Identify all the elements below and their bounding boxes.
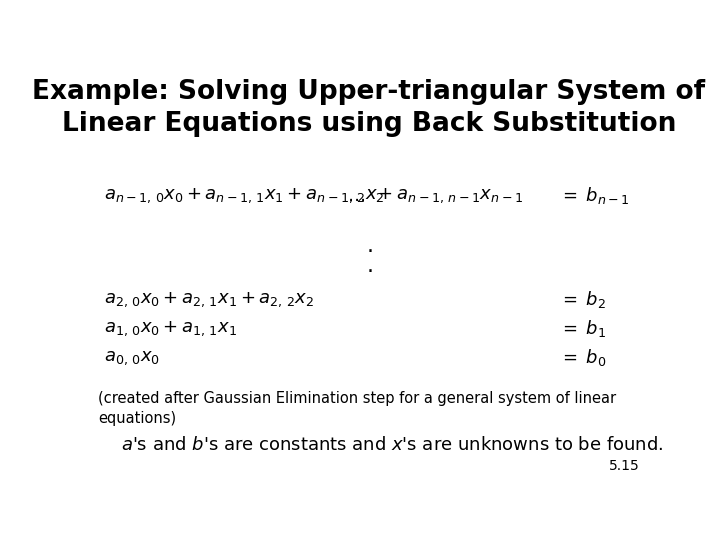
Text: 5.15: 5.15 xyxy=(609,459,639,473)
Text: Example: Solving Upper-triangular System of
Linear Equations using Back Substitu: Example: Solving Upper-triangular System… xyxy=(32,79,706,137)
Text: $.$: $.$ xyxy=(366,235,372,255)
Text: $a_{n-1,\,0}x_0 + a_{n-1,\,1}x_1 + a_{n-1,\,2}x_2$: $a_{n-1,\,0}x_0 + a_{n-1,\,1}x_1 + a_{n-… xyxy=(104,186,384,205)
Text: $= \; b_{n-1}$: $= \; b_{n-1}$ xyxy=(559,185,629,206)
Text: $\ldots$: $\ldots$ xyxy=(347,187,365,205)
Text: $a$'s and $b$'s are constants and $x$'s are unknowns to be found.: $a$'s and $b$'s are constants and $x$'s … xyxy=(121,436,663,454)
Text: $a_{2,\,0}x_0 + a_{2,\,1}x_1 + a_{2,\,2}x_2$: $a_{2,\,0}x_0 + a_{2,\,1}x_1 + a_{2,\,2}… xyxy=(104,291,314,309)
Text: $a_{0,\,0}x_0$: $a_{0,\,0}x_0$ xyxy=(104,349,160,367)
Text: (created after Gaussian Elimination step for a general system of linear
equation: (created after Gaussian Elimination step… xyxy=(99,391,616,426)
Text: $a_{1,\,0}x_0 + a_{1,\,1}x_1$: $a_{1,\,0}x_0 + a_{1,\,1}x_1$ xyxy=(104,320,237,338)
Text: $= \; b_0$: $= \; b_0$ xyxy=(559,347,606,368)
Text: $= \; b_1$: $= \; b_1$ xyxy=(559,319,606,339)
Text: $.$: $.$ xyxy=(366,256,372,276)
Text: $+ \; a_{n-1,\,n-1}x_{n-1}$: $+ \; a_{n-1,\,n-1}x_{n-1}$ xyxy=(377,186,523,205)
Text: $= \; b_2$: $= \; b_2$ xyxy=(559,289,606,310)
